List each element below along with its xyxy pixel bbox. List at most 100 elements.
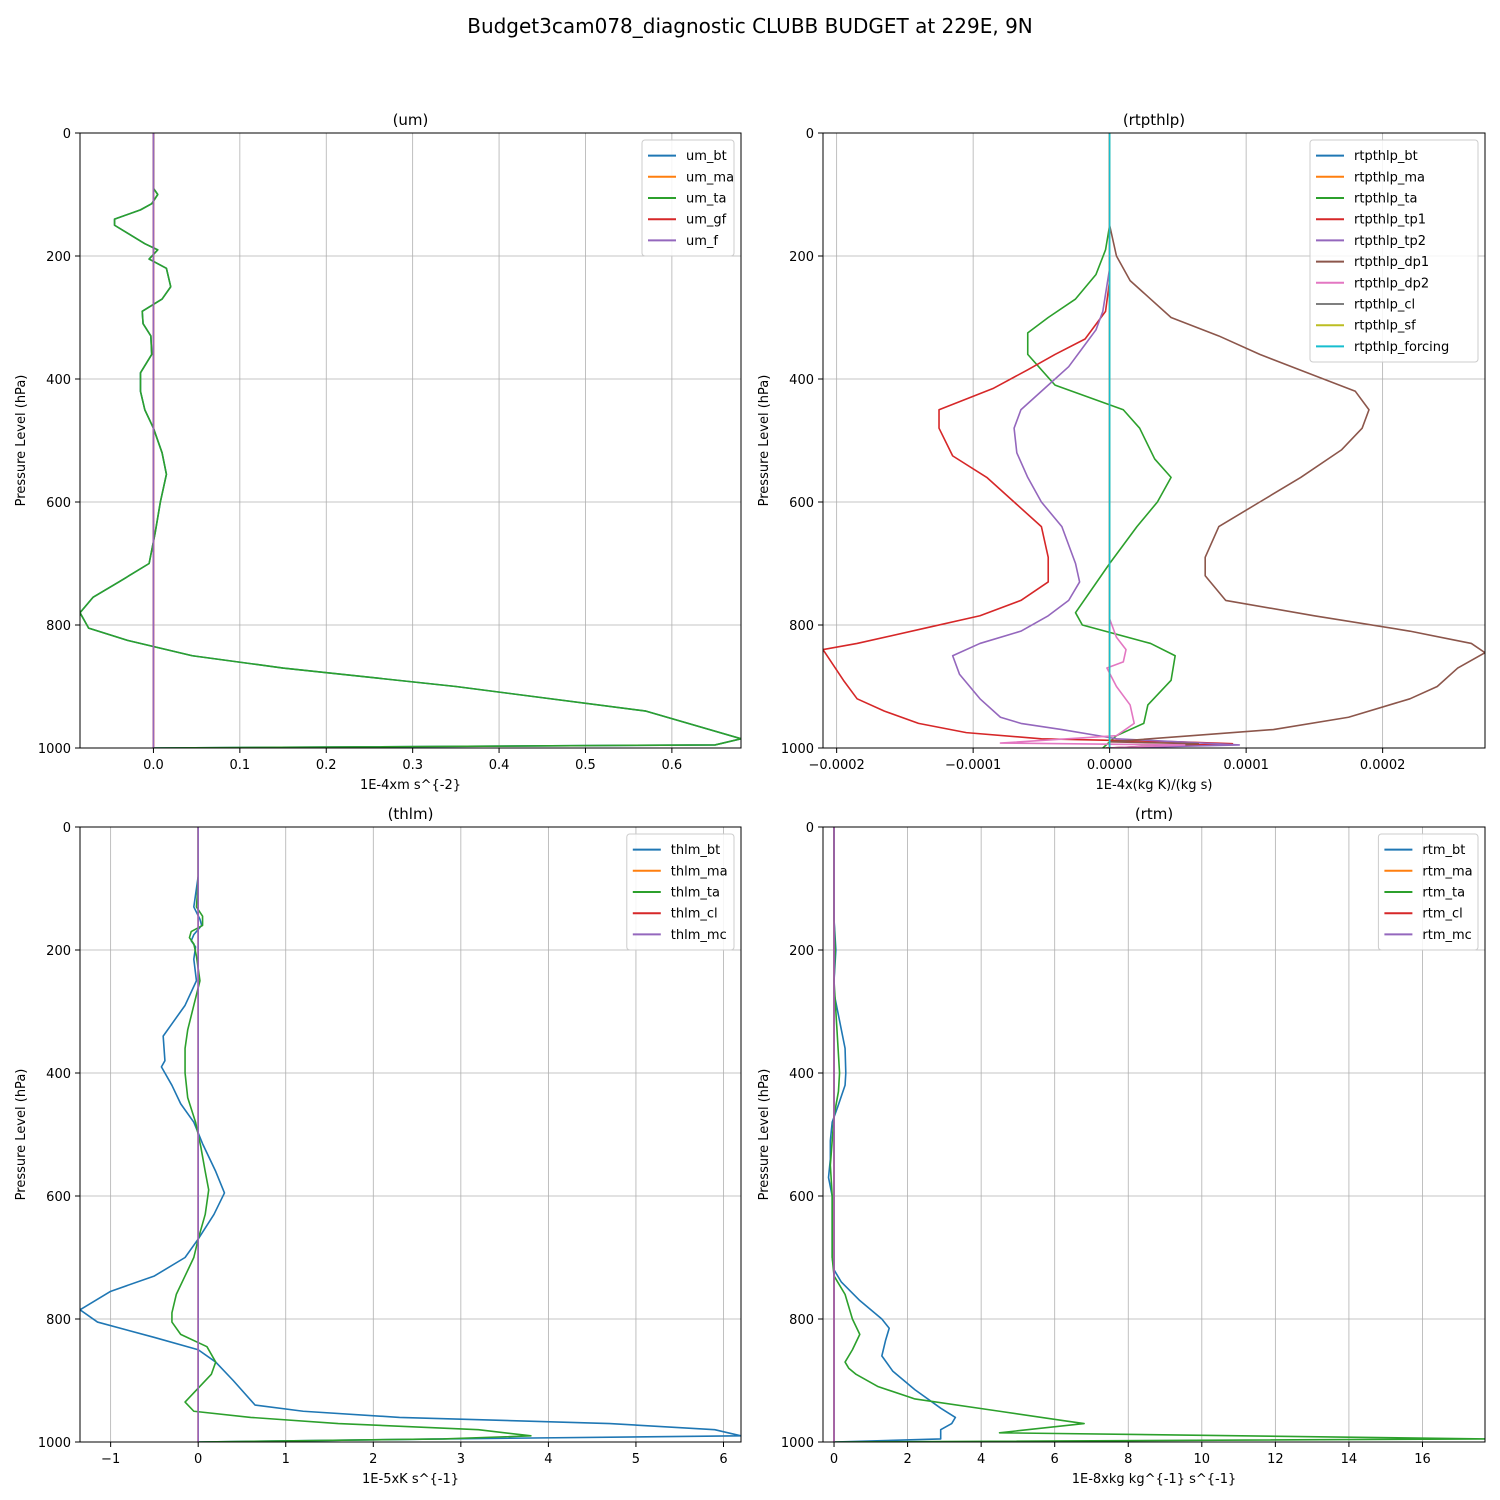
x-tick-label: 0.0001	[1223, 758, 1269, 773]
legend: rtpthlp_bt rtpthlp_ma rtpthlp_ta rtpthlp_tp…	[1309, 139, 1479, 363]
y-tick-label: 200	[46, 250, 71, 265]
y-tick-label: 600	[789, 1190, 814, 1205]
y-axis-label: Pressure Level (hPa)	[14, 375, 29, 507]
y-tick-label: 1000	[38, 742, 71, 757]
x-tick-label: 0.5	[575, 758, 596, 773]
series-group	[80, 827, 741, 1442]
axes-frame	[79, 132, 742, 749]
legend: thlm_bt thlm_ma thlm_ta thlm_cl thlm_mc	[626, 833, 735, 951]
y-tick-label: 400	[46, 373, 71, 388]
y-tick-label: 800	[46, 619, 71, 634]
y-tick-label: 800	[46, 1313, 71, 1328]
x-tick-label: 2	[903, 1452, 911, 1467]
x-tick-label: 0.4	[489, 758, 510, 773]
legend-label-thlm_cl: thlm_cl	[671, 907, 718, 922]
x-tick-label: 0	[194, 1452, 202, 1467]
legend-label-rtpthlp_dp1: rtpthlp_dp1	[1354, 255, 1429, 270]
legend-label-thlm_mc: thlm_mc	[671, 928, 727, 943]
legend-label-rtm_ma: rtm_ma	[1422, 864, 1472, 879]
series-line-rtm_ta	[829, 827, 1485, 1442]
y-axis-label: Pressure Level (hPa)	[757, 1069, 772, 1201]
series-line-rtpthlp_tp1	[823, 133, 1234, 748]
legend-label-rtpthlp_sf: rtpthlp_sf	[1354, 319, 1416, 334]
x-axis-label: 1E-8xkg kg^{-1} s^{-1}	[1072, 1472, 1237, 1487]
x-tick-label: −1	[101, 1452, 120, 1467]
x-tick-label: 3	[457, 1452, 465, 1467]
chart-title: (rtm)	[1135, 805, 1173, 823]
series-line-um_ta	[80, 133, 741, 748]
y-tick-label: 200	[789, 944, 814, 959]
x-tick-label: 6	[719, 1452, 727, 1467]
series-line-thlm_bt	[80, 827, 741, 1442]
legend-label-rtpthlp_ta: rtpthlp_ta	[1354, 192, 1417, 207]
x-tick-label: 5	[632, 1452, 640, 1467]
x-axis-label: 1E-4xm s^{-2}	[360, 778, 461, 793]
legend-label-um_ta: um_ta	[686, 192, 726, 207]
legend-label-rtm_ta: rtm_ta	[1422, 886, 1465, 901]
y-tick-label: 400	[789, 1067, 814, 1082]
legend: um_bt um_ma um_ta um_gf um_f	[641, 139, 735, 257]
series-group	[827, 827, 1485, 1442]
x-tick-label: 0.0000	[1087, 758, 1133, 773]
chart-title: (thlm)	[388, 805, 434, 823]
series-line-rtpthlp_ta	[1026, 133, 1176, 748]
legend-label-rtpthlp_dp2: rtpthlp_dp2	[1354, 276, 1429, 291]
series-group	[823, 133, 1485, 748]
chart-panel-3: 0 2 4 6 8 10 12 14 16 0 200 400 600 800 1000 (rtm) 1E-8x…	[757, 805, 1486, 1487]
chart-panel-1: −0.0002 −0.0001 0.0000 0.0001 0.0002 0 200 400 6…	[757, 111, 1486, 793]
legend-box	[1309, 139, 1479, 363]
figure-title: Budget3cam078_diagnostic CLUBB BUDGET at…	[467, 14, 1033, 38]
x-tick-label: 16	[1414, 1452, 1431, 1467]
y-axis-label: Pressure Level (hPa)	[757, 375, 772, 507]
legend-label-um_f: um_f	[686, 234, 718, 249]
x-tick-label: 0.3	[402, 758, 423, 773]
chart-title: (rtpthlp)	[1123, 111, 1185, 129]
legend-label-um_ma: um_ma	[686, 170, 734, 185]
chart-panel-2: −1 0 1 2 3 4 5 6 0 200 400 600 800 1000 (thlm) 1E-5xK s…	[14, 805, 742, 1487]
x-tick-label: 6	[1051, 1452, 1059, 1467]
y-tick-label: 400	[46, 1067, 71, 1082]
x-tick-label: 0.0002	[1360, 758, 1406, 773]
legend-label-thlm_ma: thlm_ma	[671, 864, 728, 879]
series-line-rtpthlp_dp1	[1108, 133, 1485, 748]
x-tick-label: 2	[369, 1452, 377, 1467]
y-tick-label: 0	[63, 127, 71, 142]
axes-frame	[822, 826, 1486, 1443]
legend-label-rtpthlp_ma: rtpthlp_ma	[1354, 170, 1425, 185]
legend: rtm_bt rtm_ma rtm_ta rtm_cl rtm_mc	[1377, 833, 1479, 951]
x-tick-label: 4	[977, 1452, 985, 1467]
axes-frame	[822, 132, 1486, 749]
x-axis-label: 1E-5xK s^{-1}	[362, 1472, 459, 1487]
y-tick-label: 1000	[781, 742, 814, 757]
chart-panel-0: 0.0 0.1 0.2 0.3 0.4 0.5 0.6 0 200 400 600 800 1000 (u…	[14, 111, 742, 793]
legend-label-rtpthlp_tp1: rtpthlp_tp1	[1354, 213, 1426, 228]
x-tick-label: 12	[1267, 1452, 1284, 1467]
series-line-rtpthlp_dp2	[999, 133, 1186, 748]
y-tick-label: 600	[789, 496, 814, 511]
y-tick-label: 200	[789, 250, 814, 265]
x-tick-label: −0.0002	[808, 758, 864, 773]
chart-title: (um)	[393, 111, 429, 129]
y-tick-label: 600	[46, 1190, 71, 1205]
x-tick-label: 0	[830, 1452, 838, 1467]
axes-frame	[79, 826, 742, 1443]
legend-box	[641, 139, 735, 257]
x-tick-label: 0.2	[316, 758, 337, 773]
legend-label-rtpthlp_bt: rtpthlp_bt	[1354, 149, 1418, 164]
x-tick-label: −0.0001	[945, 758, 1001, 773]
y-axis-label: Pressure Level (hPa)	[14, 1069, 29, 1201]
series-group	[80, 133, 741, 748]
legend-label-rtm_bt: rtm_bt	[1422, 843, 1465, 858]
legend-label-rtpthlp_forcing: rtpthlp_forcing	[1354, 340, 1449, 355]
legend-label-um_bt: um_bt	[686, 149, 727, 164]
y-tick-label: 600	[46, 496, 71, 511]
x-tick-label: 0.1	[230, 758, 251, 773]
series-line-thlm_ta	[171, 827, 532, 1442]
y-tick-label: 800	[789, 619, 814, 634]
series-line-rtm_bt	[827, 827, 957, 1442]
x-tick-label: 8	[1124, 1452, 1132, 1467]
y-tick-label: 0	[806, 821, 814, 836]
x-tick-label: 0.6	[662, 758, 683, 773]
x-tick-label: 4	[544, 1452, 552, 1467]
